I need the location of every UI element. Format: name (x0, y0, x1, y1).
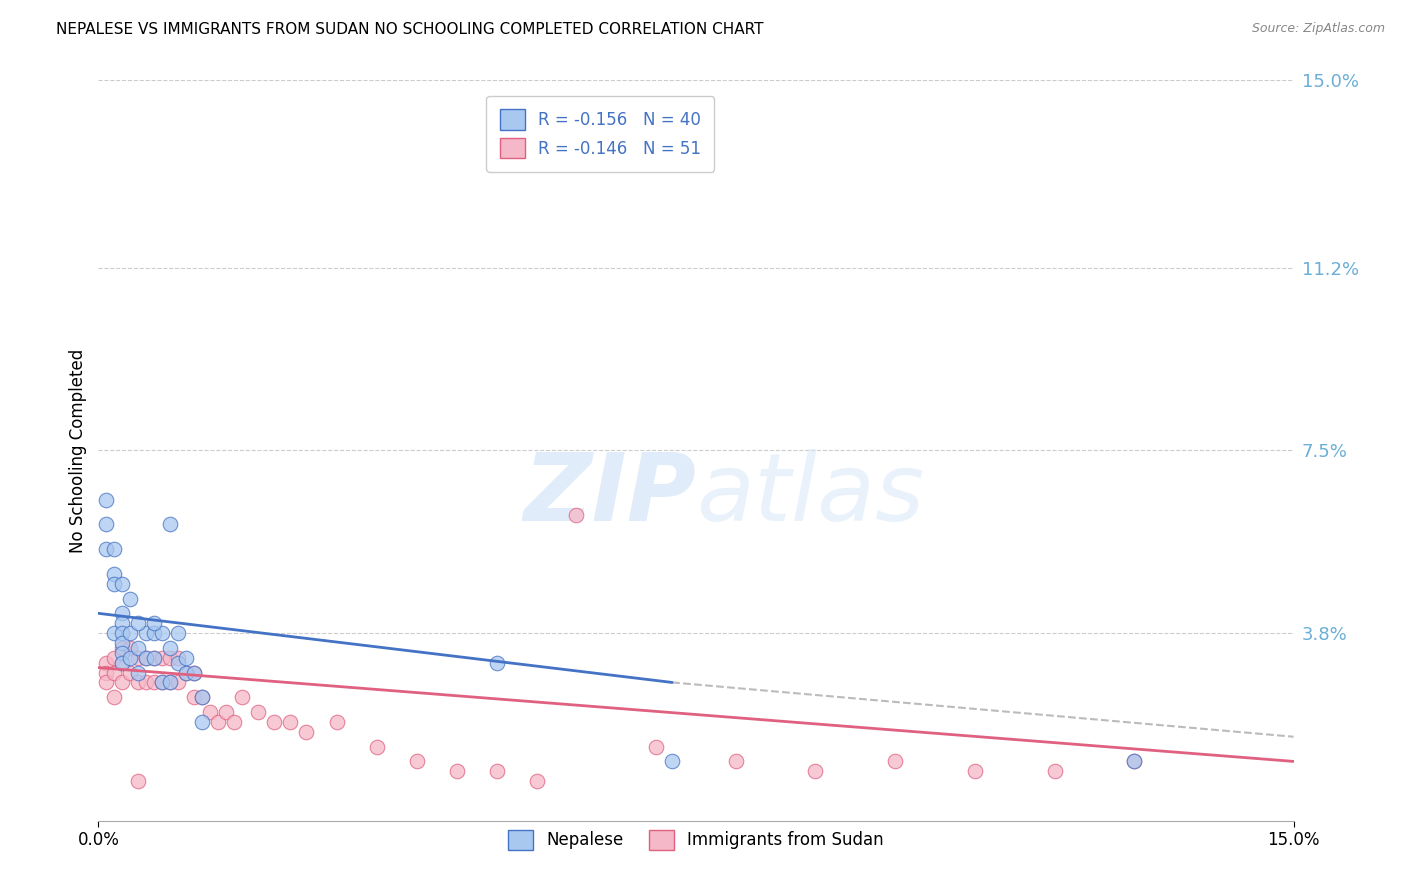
Point (278, 714, 301, 729)
Point (120, 626, 142, 640)
Text: Source: ZipAtlas.com: Source: ZipAtlas.com (1251, 22, 1385, 36)
Point (159, 640, 181, 655)
Point (111, 616, 134, 631)
Point (150, 650, 173, 665)
Point (111, 607, 134, 621)
Point (111, 675, 134, 690)
Point (1043, 764, 1066, 779)
Text: ZIP: ZIP (523, 449, 696, 541)
Point (485, 764, 508, 779)
Point (167, 650, 190, 665)
Point (103, 665, 125, 680)
Point (222, 714, 245, 729)
Point (150, 626, 173, 640)
Point (191, 714, 214, 729)
Point (183, 690, 205, 705)
Point (366, 739, 388, 754)
Point (645, 739, 668, 754)
Point (135, 650, 157, 665)
Point (406, 755, 429, 769)
Point (198, 705, 221, 719)
Point (159, 675, 181, 690)
Point (246, 705, 269, 719)
Point (724, 755, 747, 769)
Point (174, 665, 197, 680)
Legend: Nepalese, Immigrants from Sudan: Nepalese, Immigrants from Sudan (502, 823, 890, 856)
Point (96, 492, 118, 507)
Point (167, 675, 190, 690)
Point (804, 764, 827, 779)
Point (183, 665, 205, 680)
Text: NEPALESE VS IMMIGRANTS FROM SUDAN NO SCHOOLING COMPLETED CORRELATION CHART: NEPALESE VS IMMIGRANTS FROM SUDAN NO SCH… (56, 22, 763, 37)
Point (143, 650, 166, 665)
Point (120, 591, 142, 606)
Point (191, 690, 214, 705)
Point (159, 675, 181, 690)
Point (263, 714, 285, 729)
Point (135, 626, 157, 640)
Point (103, 576, 125, 591)
Point (135, 650, 157, 665)
Point (174, 665, 197, 680)
Point (143, 650, 166, 665)
Point (111, 576, 134, 591)
Point (150, 675, 173, 690)
Point (167, 626, 190, 640)
Point (661, 755, 683, 769)
Point (485, 656, 508, 670)
Point (565, 508, 588, 522)
Point (103, 626, 125, 640)
Point (150, 675, 173, 690)
Point (120, 640, 142, 655)
Point (135, 675, 157, 690)
Point (111, 640, 134, 655)
Point (96, 517, 118, 532)
Point (103, 566, 125, 581)
Point (1123, 755, 1146, 769)
Point (103, 542, 125, 557)
Point (127, 650, 149, 665)
Point (111, 656, 134, 670)
Point (127, 616, 149, 631)
Point (127, 665, 149, 680)
Point (191, 690, 214, 705)
Point (1123, 755, 1146, 769)
Point (143, 616, 166, 631)
Point (326, 714, 349, 729)
Point (120, 650, 142, 665)
Point (294, 724, 316, 739)
Point (159, 517, 181, 532)
Point (103, 690, 125, 705)
Point (963, 764, 986, 779)
Point (127, 675, 149, 690)
Point (103, 650, 125, 665)
Point (174, 650, 197, 665)
Point (120, 665, 142, 680)
Point (96, 675, 118, 690)
Point (884, 755, 907, 769)
Point (111, 656, 134, 670)
Point (159, 650, 181, 665)
Point (111, 646, 134, 660)
Point (526, 774, 548, 789)
Point (183, 665, 205, 680)
Point (111, 636, 134, 650)
Point (167, 656, 190, 670)
Text: atlas: atlas (696, 450, 924, 541)
Point (215, 705, 238, 719)
Point (111, 626, 134, 640)
Point (207, 714, 229, 729)
Point (143, 626, 166, 640)
Point (446, 764, 468, 779)
Point (143, 675, 166, 690)
Y-axis label: No Schooling Completed: No Schooling Completed (69, 349, 87, 552)
Point (127, 640, 149, 655)
Point (127, 774, 149, 789)
Point (231, 690, 253, 705)
Point (96, 542, 118, 557)
Point (96, 656, 118, 670)
Point (96, 665, 118, 680)
